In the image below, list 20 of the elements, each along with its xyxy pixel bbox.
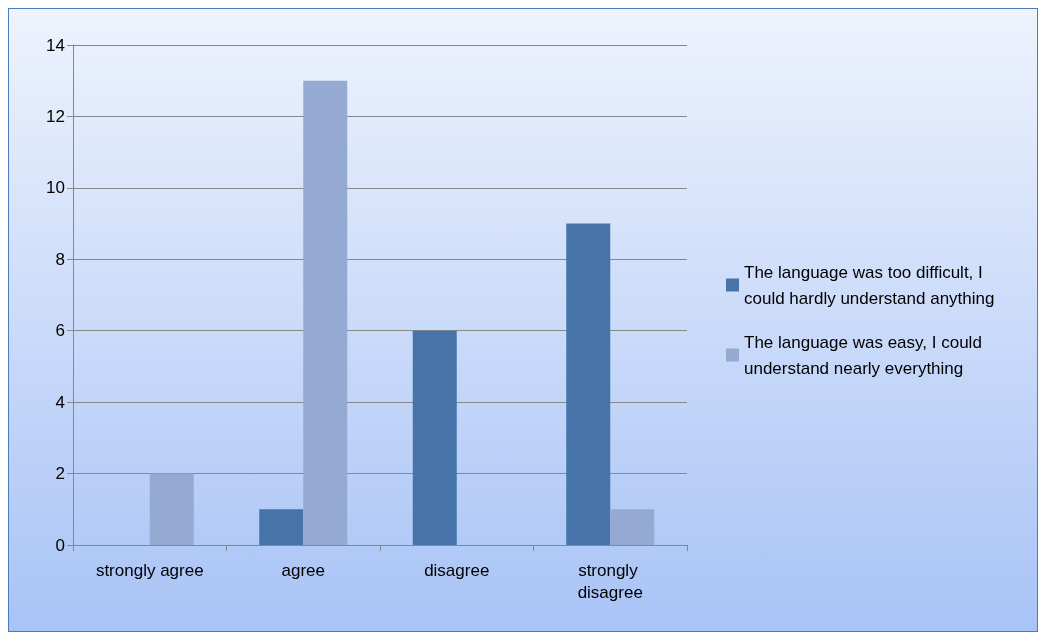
x-tick-label: strongly disagree bbox=[577, 560, 643, 602]
y-tick-label: 2 bbox=[55, 464, 65, 484]
y-tick-label: 6 bbox=[55, 321, 65, 341]
legend-label: The language was too difficult, I could hardly understand anything bbox=[744, 262, 995, 308]
y-tick-label: 8 bbox=[55, 249, 65, 269]
x-tick-label: agree bbox=[281, 560, 325, 580]
bar bbox=[149, 473, 194, 545]
y-tick-label: 0 bbox=[55, 535, 65, 555]
bar bbox=[259, 509, 304, 545]
y-tick-label: 14 bbox=[46, 35, 65, 55]
x-tick-label: strongly agree bbox=[95, 560, 204, 580]
x-tick-label: disagree bbox=[424, 560, 490, 580]
bar bbox=[610, 509, 655, 545]
y-tick-label: 10 bbox=[46, 178, 65, 198]
legend-label: The language was easy, I could understand nearly everything bbox=[744, 332, 987, 378]
bar bbox=[303, 80, 348, 545]
y-tick-label: 4 bbox=[55, 392, 65, 412]
bar bbox=[412, 330, 457, 545]
y-tick-label: 12 bbox=[46, 106, 65, 126]
bar bbox=[566, 223, 611, 545]
